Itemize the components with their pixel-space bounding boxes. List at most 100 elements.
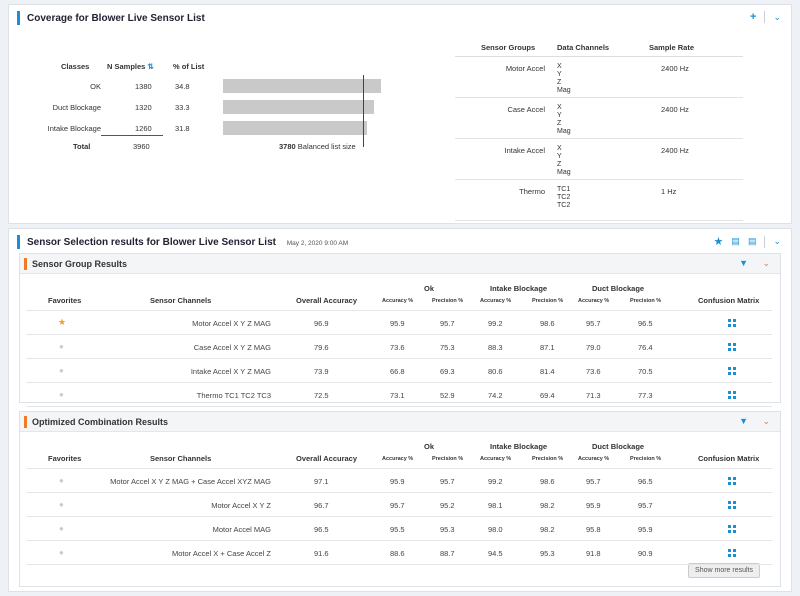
sensor-channels: Motor Accel MAG bbox=[212, 525, 271, 534]
du-a-value: 95.9 bbox=[586, 501, 601, 510]
in-a-value: 74.2 bbox=[488, 391, 503, 400]
favorite-toggle-icon[interactable]: ● bbox=[59, 524, 64, 533]
sensor-channels: Intake Accel X Y Z MAG bbox=[190, 367, 271, 376]
col-header-in-p: Precision % bbox=[532, 456, 564, 462]
sensor-group-row: Motor Accel X Y Z Mag 2400 Hz bbox=[455, 57, 743, 98]
col-header-samples[interactable]: N Samples ⇅ bbox=[107, 62, 154, 71]
balanced-marker bbox=[363, 75, 364, 147]
in-a-value: 98.0 bbox=[488, 525, 503, 534]
col-header-ok-p: Precision % bbox=[432, 456, 464, 462]
sensor-channels: Motor Accel X Y Z bbox=[211, 501, 271, 510]
optimized-combination-results-panel: Optimized Combination Results ▼ ⌄ Show m… bbox=[19, 411, 781, 587]
grid-icon[interactable] bbox=[728, 549, 736, 557]
header-divider bbox=[26, 310, 772, 311]
chevron-down-icon[interactable]: ⌄ bbox=[762, 416, 770, 426]
grid-icon[interactable] bbox=[728, 477, 736, 485]
optimized-combination-results-title: Optimized Combination Results bbox=[32, 417, 169, 427]
col-header-du-a: Accuracy % bbox=[578, 298, 610, 304]
col-header-ok-a: Accuracy % bbox=[382, 456, 414, 462]
channel-name: TC1 bbox=[557, 186, 571, 193]
show-more-results-button[interactable]: Show more results bbox=[688, 563, 760, 578]
table-row: ● Motor Accel X + Case Accel Z 91.6 88.6 88.… bbox=[26, 541, 772, 565]
percent-value: 34.8 bbox=[175, 82, 190, 91]
col-header-favorites: Favorites bbox=[48, 296, 82, 305]
du-p-value: 77.3 bbox=[638, 391, 653, 400]
grid-icon[interactable] bbox=[728, 525, 736, 533]
selection-header: Sensor Selection results for Blower Live… bbox=[9, 229, 791, 255]
ok-p-value: 95.7 bbox=[440, 477, 455, 486]
filter-icon[interactable]: ▼ bbox=[739, 416, 748, 426]
channel-name: Z bbox=[557, 120, 562, 127]
col-header-intake: Intake Blockage bbox=[490, 284, 548, 293]
chevron-down-icon[interactable]: ⌄ bbox=[762, 258, 770, 268]
du-p-value: 76.4 bbox=[638, 343, 653, 352]
sample-rate: 2400 Hz bbox=[661, 146, 689, 155]
overall-accuracy: 96.7 bbox=[314, 501, 329, 510]
class-label: Duct Blockage bbox=[52, 103, 101, 112]
favorite-toggle-icon[interactable]: ● bbox=[59, 500, 64, 509]
header-divider bbox=[26, 468, 772, 469]
col-header-in-p: Precision % bbox=[532, 298, 564, 304]
in-p-value: 95.3 bbox=[540, 549, 555, 558]
col-header-pct: % of List bbox=[173, 62, 205, 71]
channel-name: X bbox=[557, 104, 562, 111]
bar-chart-icon[interactable]: ▤ bbox=[731, 236, 740, 246]
grid-icon[interactable] bbox=[728, 319, 736, 327]
sample-count: 1380 bbox=[135, 82, 152, 91]
grid-icon[interactable] bbox=[728, 501, 736, 509]
ok-p-value: 95.7 bbox=[440, 319, 455, 328]
col-header-intake: Intake Blockage bbox=[490, 442, 548, 451]
du-p-value: 70.5 bbox=[638, 367, 653, 376]
filter-icon[interactable]: ▼ bbox=[739, 258, 748, 268]
accent-bar bbox=[17, 11, 20, 25]
in-p-value: 98.6 bbox=[540, 477, 555, 486]
table-row: ● Intake Accel X Y Z MAG 73.9 66.8 69.3 80.6 8… bbox=[26, 359, 772, 383]
overall-accuracy: 73.9 bbox=[314, 367, 329, 376]
chevron-down-icon[interactable]: ⌄ bbox=[773, 236, 781, 246]
data-channels: X Y Z Mag bbox=[557, 63, 571, 95]
in-a-value: 99.2 bbox=[488, 477, 503, 486]
overall-accuracy: 97.1 bbox=[314, 477, 329, 486]
col-header-in-a: Accuracy % bbox=[480, 298, 512, 304]
plus-icon[interactable]: + bbox=[750, 11, 757, 23]
col-header-ok-p: Precision % bbox=[432, 298, 464, 304]
sensor-table-header: Sensor Groups Data Channels Sample Rate bbox=[455, 37, 743, 57]
percent-value: 33.3 bbox=[175, 103, 190, 112]
du-p-value: 95.9 bbox=[638, 525, 653, 534]
selection-panel: Sensor Selection results for Blower Live… bbox=[8, 228, 792, 592]
sample-rate: 2400 Hz bbox=[661, 64, 689, 73]
sensor-group-results-header[interactable]: Sensor Group Results ▼ ⌄ bbox=[20, 254, 780, 274]
grid-icon[interactable] bbox=[728, 391, 736, 399]
du-a-value: 95.7 bbox=[586, 319, 601, 328]
data-channels: X Y Z Mag bbox=[557, 145, 571, 177]
chevron-down-icon[interactable]: ⌄ bbox=[773, 11, 781, 22]
ok-a-value: 95.9 bbox=[390, 477, 405, 486]
grid-icon[interactable] bbox=[728, 343, 736, 351]
favorite-toggle-icon[interactable]: ● bbox=[59, 342, 64, 351]
channel-name: Z bbox=[557, 79, 562, 86]
in-a-value: 99.2 bbox=[488, 319, 503, 328]
channel-name: Y bbox=[557, 153, 562, 160]
document-icon[interactable]: ▤ bbox=[747, 236, 757, 246]
star-icon[interactable]: ★ bbox=[58, 317, 67, 327]
favorite-toggle-icon[interactable]: ● bbox=[59, 366, 64, 375]
favorite-toggle-icon[interactable]: ● bbox=[59, 476, 64, 485]
overall-accuracy: 96.5 bbox=[314, 525, 329, 534]
selection-title: Sensor Selection results for Blower Live… bbox=[27, 237, 348, 248]
ok-p-value: 52.9 bbox=[440, 391, 455, 400]
selection-date: May 2, 2020 9:00 AM bbox=[286, 240, 349, 247]
col-header-classes: Classes bbox=[61, 62, 90, 71]
grid-icon[interactable] bbox=[728, 367, 736, 375]
favorite-toggle-icon[interactable]: ● bbox=[59, 548, 64, 557]
total-label: Total bbox=[73, 142, 91, 151]
sort-icon[interactable]: ⇅ bbox=[147, 62, 154, 71]
channel-name: Mag bbox=[557, 169, 571, 176]
overall-accuracy: 79.6 bbox=[314, 343, 329, 352]
favorite-toggle-icon[interactable]: ● bbox=[59, 390, 64, 399]
optimized-combination-results-header[interactable]: Optimized Combination Results ▼ ⌄ bbox=[20, 412, 780, 432]
col-header-ok: Ok bbox=[424, 284, 435, 293]
star-icon[interactable]: ★ bbox=[713, 236, 724, 248]
ok-p-value: 95.3 bbox=[440, 525, 455, 534]
data-channels: X Y Z Mag bbox=[557, 104, 571, 136]
percent-value: 31.8 bbox=[175, 124, 190, 133]
